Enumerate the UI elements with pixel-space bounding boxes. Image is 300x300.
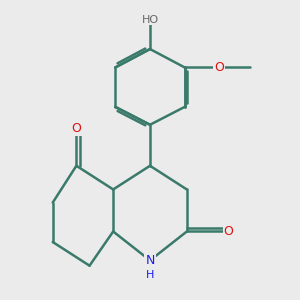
Text: O: O	[71, 122, 81, 136]
Text: O: O	[224, 225, 233, 238]
Text: H: H	[146, 270, 154, 280]
Text: HO: HO	[141, 15, 159, 25]
Text: O: O	[214, 61, 224, 74]
Text: N: N	[145, 254, 155, 267]
